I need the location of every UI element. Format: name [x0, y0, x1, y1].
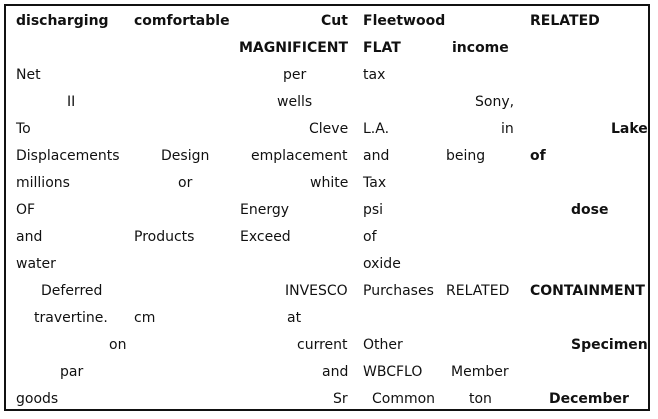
table-cell: Design [161, 148, 210, 164]
table-cell: travertine. [34, 310, 108, 326]
header-cell: discharging [16, 13, 109, 29]
header-cell: comfortable [134, 13, 230, 29]
table-cell: dose [571, 202, 609, 218]
table-cell: Specimen [571, 337, 648, 353]
table-cell: ton [469, 391, 492, 407]
table-cell: tax [363, 67, 386, 83]
table-cell: Products [134, 229, 195, 245]
table-cell: in [501, 121, 514, 137]
table-cell: Sony, [475, 94, 515, 110]
table-cell: oxide [363, 256, 401, 272]
table-cell: Sr [333, 391, 348, 407]
header-cell: Cut [321, 13, 348, 29]
table-cell: OF [16, 202, 36, 218]
table-cell: Energy [240, 202, 290, 218]
table-cell: CONTAINMENT [530, 283, 645, 299]
table-cell: wells [277, 94, 313, 110]
table-cell: on [109, 337, 127, 353]
table-cell: Deferred [41, 283, 103, 299]
table-cell: at [287, 310, 302, 326]
table-cell: cm [134, 310, 156, 326]
table-cell: INVESCO [285, 283, 348, 299]
table-cell: L.A. [363, 121, 390, 137]
table-cell: RELATED [446, 283, 510, 299]
table-cell: To [16, 121, 31, 137]
table-cell: Common [372, 391, 436, 407]
table-cell: Purchases [363, 283, 434, 299]
table-cell: emplacement [251, 148, 348, 164]
table-cell: Displacements [16, 148, 120, 164]
header-cell: MAGNIFICENT [239, 40, 349, 56]
header-cell: FLAT [363, 40, 401, 56]
table-cell: and [363, 148, 390, 164]
table-cell: white [310, 175, 349, 191]
table-cell: of [363, 229, 377, 245]
table-cell: WBCFLO [363, 364, 423, 380]
table-cell: Exceed [240, 229, 291, 245]
table-cell: December [549, 391, 629, 407]
table-cell: millions [16, 175, 70, 191]
table-cell: Lake [611, 121, 648, 137]
table-cell: current [297, 337, 348, 353]
table-frame: discharging comfortable Cut Fleetwood RELATE… [4, 4, 650, 411]
table-cell: or [178, 175, 193, 191]
table-cell: water [16, 256, 56, 272]
table-cell: and [322, 364, 349, 380]
table-cell: goods [16, 391, 59, 407]
header-cell: RELATED [530, 13, 600, 29]
table-cell: II [67, 94, 76, 110]
table-cell: Net [16, 67, 41, 83]
table-cell: being [446, 148, 486, 164]
table-cell: par [60, 364, 84, 380]
table-cell: psi [363, 202, 384, 218]
table-cell: of [530, 148, 546, 164]
table-cell: per [283, 67, 307, 83]
table-cell: and [16, 229, 43, 245]
header-cell: Fleetwood [363, 13, 446, 29]
header-cell: income [452, 40, 509, 56]
table-cell: Cleve [309, 121, 349, 137]
table-cell: Member [451, 364, 509, 380]
table-cell: Other [363, 337, 403, 353]
table-cell: Tax [363, 175, 387, 191]
